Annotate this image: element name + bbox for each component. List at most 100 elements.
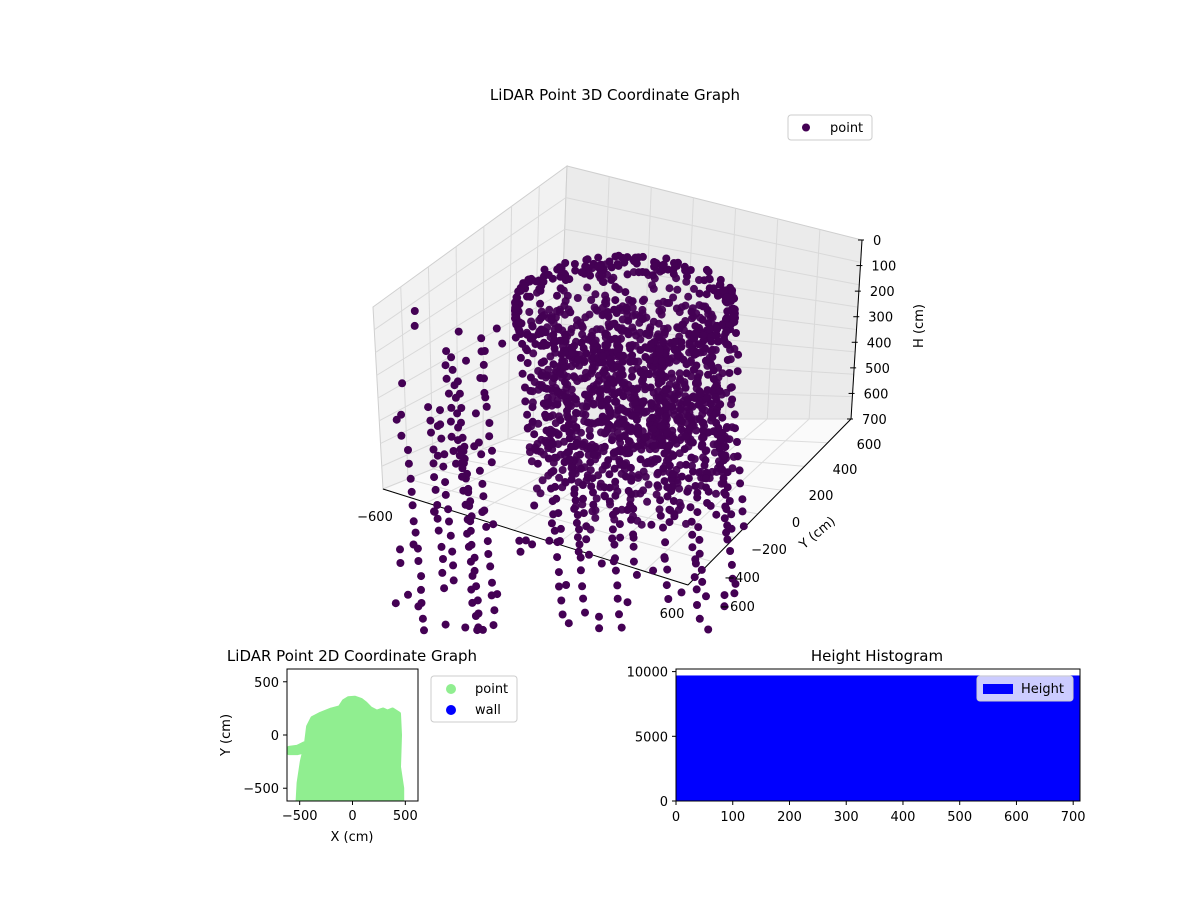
point-marker: [407, 487, 416, 496]
point-marker: [731, 424, 739, 433]
x-tick-label: 400: [891, 810, 916, 825]
point-marker: [554, 509, 563, 518]
z-tick-label: 700: [862, 413, 887, 428]
point-marker: [607, 263, 616, 272]
point-marker: [556, 369, 565, 378]
point-marker: [725, 369, 734, 377]
point-marker: [727, 510, 736, 519]
point-marker: [634, 405, 643, 413]
point-marker: [482, 522, 491, 531]
chart-title-histogram: Height Histogram: [811, 647, 943, 665]
point-marker: [449, 447, 458, 455]
point-marker: [577, 464, 585, 473]
point-marker: [554, 323, 563, 332]
point-marker: [657, 357, 666, 366]
point-marker: [722, 293, 731, 302]
point-marker: [531, 445, 540, 454]
point-marker: [463, 529, 472, 538]
point-marker: [706, 399, 715, 408]
point-marker: [565, 275, 574, 284]
y-tick-label: −200: [751, 543, 787, 558]
point-marker: [549, 360, 558, 369]
point-marker: [594, 253, 603, 262]
point-marker: [557, 350, 566, 359]
point-marker: [704, 625, 713, 634]
point-marker: [488, 578, 496, 587]
point-marker: [613, 581, 622, 590]
point-marker: [653, 455, 662, 464]
point-marker: [609, 448, 618, 457]
point-marker: [550, 526, 559, 535]
point-marker: [706, 501, 715, 510]
point-marker: [703, 386, 712, 395]
point-marker: [734, 350, 743, 359]
point-marker: [515, 318, 524, 327]
point-marker: [638, 315, 647, 324]
point-marker: [445, 517, 453, 526]
point-marker: [613, 323, 622, 332]
point-marker: [720, 514, 729, 523]
point-marker: [526, 386, 535, 395]
point-marker: [693, 601, 701, 609]
x-tick-label: 500: [947, 810, 972, 825]
point-marker: [537, 314, 545, 322]
point-marker: [558, 466, 567, 474]
point-marker: [392, 415, 401, 424]
point-marker: [554, 568, 563, 577]
point-marker: [532, 277, 541, 286]
point-marker: [575, 525, 583, 534]
axes-histogram: 0 100 200 300 400 500 600 700 0 5000 10000: [627, 666, 1086, 825]
grid-line: [375, 228, 566, 353]
point-marker: [581, 313, 590, 322]
point-marker: [704, 267, 713, 276]
point-marker: [686, 503, 695, 512]
point-marker: [521, 536, 530, 545]
point-marker: [580, 438, 589, 447]
point-marker: [433, 451, 442, 460]
point-marker: [681, 383, 690, 392]
point-marker: [570, 260, 579, 268]
point-marker: [689, 467, 697, 476]
point-marker: [655, 345, 664, 354]
point-marker: [461, 623, 470, 632]
chart-title: LiDAR Point 3D Coordinate Graph: [490, 86, 740, 104]
point-marker: [712, 409, 721, 417]
point-marker: [583, 255, 592, 264]
point-marker: [662, 254, 671, 263]
point-marker: [722, 505, 731, 514]
point-marker: [609, 557, 618, 566]
point-marker: [615, 520, 624, 529]
point-marker: [571, 395, 580, 404]
point-marker: [628, 366, 637, 375]
point-marker: [586, 271, 595, 280]
point-marker: [627, 515, 636, 524]
point-marker: [670, 259, 678, 267]
point-marker: [451, 393, 460, 402]
x-tick-label: 600: [660, 607, 685, 622]
point-marker: [436, 406, 444, 415]
point-marker: [701, 344, 710, 353]
point-marker: [454, 436, 462, 445]
point-marker: [418, 614, 427, 623]
point-marker: [654, 394, 663, 403]
point-marker: [690, 573, 699, 582]
point-marker: [404, 590, 412, 599]
point-marker: [692, 361, 701, 370]
point-marker: [675, 324, 684, 333]
point-marker: [612, 309, 621, 317]
point-marker: [597, 401, 606, 410]
point-marker: [625, 448, 634, 457]
point-marker: [583, 418, 592, 427]
point-marker: [660, 324, 668, 333]
point-marker: [565, 434, 574, 443]
point-marker: [490, 606, 499, 615]
point-marker: [529, 349, 538, 358]
point-marker: [730, 410, 739, 419]
point-marker: [600, 483, 609, 492]
point-marker: [532, 484, 541, 493]
point-marker: [564, 420, 573, 429]
grid-line: [565, 197, 861, 263]
point-marker: [409, 517, 418, 526]
point-marker: [448, 547, 457, 556]
point-marker: [440, 450, 449, 459]
